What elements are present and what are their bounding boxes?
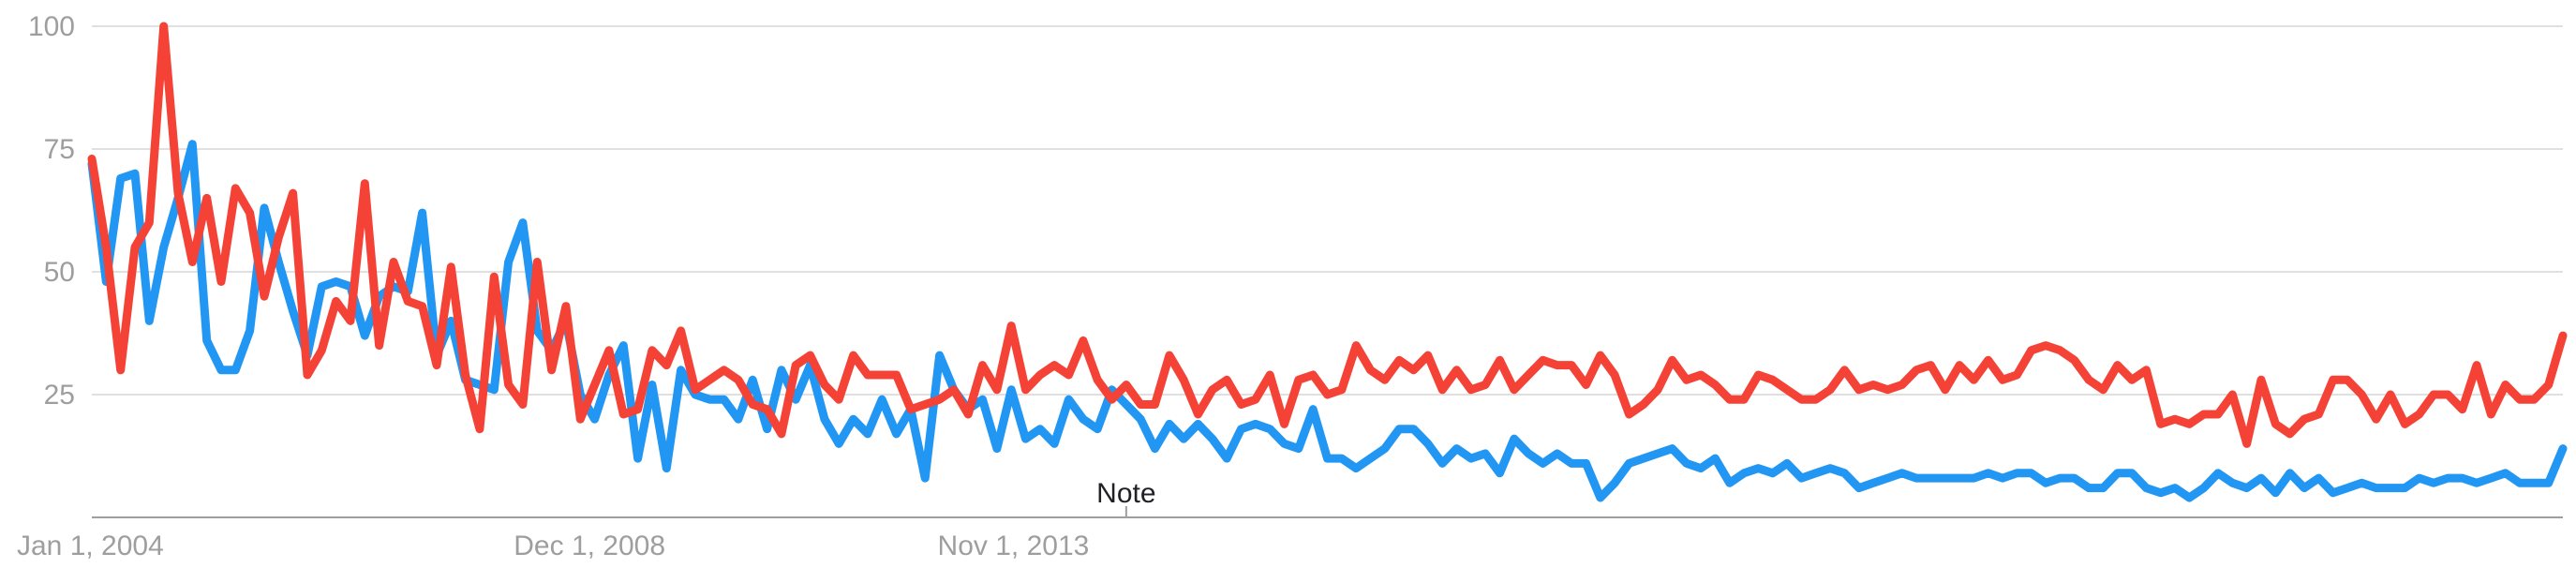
annotation-layer[interactable]: Note	[1096, 478, 1156, 517]
y-tick-label: 100	[28, 11, 75, 42]
y-tick-label: 75	[44, 134, 75, 165]
y-tick-label: 25	[44, 380, 75, 411]
x-tick-label: Jan 1, 2004	[17, 531, 164, 561]
note-annotation[interactable]: Note	[1096, 478, 1155, 509]
series-line-1	[87, 140, 2568, 502]
y-axis-ticks: 25 50 75 100	[28, 11, 75, 411]
x-tick-label: Dec 1, 2008	[514, 531, 665, 561]
series-line-2	[87, 22, 2568, 448]
series-layer	[87, 22, 2568, 502]
x-tick-label: Nov 1, 2013	[938, 531, 1090, 561]
y-tick-label: 50	[44, 257, 75, 288]
x-axis-ticks: Jan 1, 2004 Dec 1, 2008 Nov 1, 2013	[17, 531, 1089, 561]
